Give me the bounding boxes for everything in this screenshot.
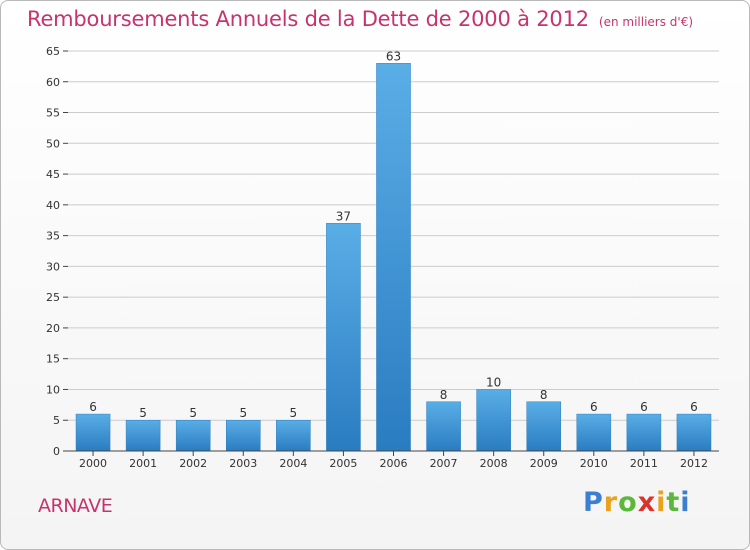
value-label-2004: 5 bbox=[290, 406, 298, 420]
x-tick-label-2012: 2012 bbox=[680, 457, 708, 470]
bar-2003[interactable] bbox=[225, 419, 261, 452]
y-tick-label: 35 bbox=[46, 230, 60, 243]
x-tick-label-2001: 2001 bbox=[129, 457, 157, 470]
x-tick-label-2011: 2011 bbox=[630, 457, 658, 470]
logo-letter: r bbox=[603, 487, 619, 518]
bar-2011[interactable] bbox=[626, 413, 662, 452]
y-tick-label: 25 bbox=[46, 291, 60, 304]
value-label-2012: 6 bbox=[690, 400, 698, 414]
logo-letter: o bbox=[618, 487, 638, 518]
value-label-2002: 5 bbox=[189, 406, 197, 420]
y-tick-label: 60 bbox=[46, 76, 60, 89]
y-tick-label: 30 bbox=[46, 260, 60, 273]
y-tick-label: 5 bbox=[53, 414, 60, 427]
bar-2009[interactable] bbox=[526, 401, 562, 452]
x-tick-label-2002: 2002 bbox=[179, 457, 207, 470]
y-tick-label: 50 bbox=[46, 137, 60, 150]
logo-letter: i bbox=[680, 487, 691, 518]
bar-2005[interactable] bbox=[326, 223, 361, 452]
proxiti-logo[interactable]: Proxiti bbox=[583, 487, 691, 518]
value-label-2006: 63 bbox=[386, 49, 401, 63]
x-tick-label-2003: 2003 bbox=[229, 457, 257, 470]
x-tick-label-2010: 2010 bbox=[580, 457, 608, 470]
y-tick-label: 55 bbox=[46, 107, 60, 120]
x-tick-label-2004: 2004 bbox=[279, 457, 307, 470]
bar-2001[interactable] bbox=[125, 419, 161, 452]
commune-name: ARNAVE bbox=[38, 495, 113, 517]
value-label-2003: 5 bbox=[239, 406, 247, 420]
x-tick-label-2005: 2005 bbox=[329, 457, 357, 470]
bar-2002[interactable] bbox=[175, 419, 211, 452]
y-tick-label: 0 bbox=[53, 445, 60, 458]
bars: 6 5 5 5 5 37 63 8 10 8 6 6 6 bbox=[75, 49, 712, 452]
bar-2004[interactable] bbox=[276, 419, 311, 452]
y-tick-label: 20 bbox=[46, 322, 60, 335]
bar-2010[interactable] bbox=[576, 413, 612, 452]
x-tick-label-2000: 2000 bbox=[79, 457, 107, 470]
chart-title-text: Remboursements Annuels de la Dette de 20… bbox=[27, 7, 589, 31]
value-label-2000: 6 bbox=[89, 400, 97, 414]
y-tick-label: 45 bbox=[46, 168, 60, 181]
bar-2006[interactable] bbox=[376, 63, 411, 452]
y-tick-label: 10 bbox=[46, 383, 60, 396]
x-tick-label-2006: 2006 bbox=[380, 457, 408, 470]
bar-2012[interactable] bbox=[676, 413, 712, 452]
value-label-2011: 6 bbox=[640, 400, 648, 414]
chart-title: Remboursements Annuels de la Dette de 20… bbox=[27, 7, 693, 31]
logo-letter: t bbox=[666, 487, 681, 518]
value-label-2008: 10 bbox=[486, 375, 501, 389]
value-label-2005: 37 bbox=[336, 209, 351, 223]
value-label-2010: 6 bbox=[590, 400, 598, 414]
value-label-2007: 8 bbox=[440, 388, 448, 402]
value-label-2001: 5 bbox=[139, 406, 147, 420]
x-tick-label-2007: 2007 bbox=[430, 457, 458, 470]
logo-letter: P bbox=[583, 487, 604, 518]
x-tick-label-2009: 2009 bbox=[530, 457, 558, 470]
value-label-2009: 8 bbox=[540, 388, 548, 402]
x-tick-label-2008: 2008 bbox=[480, 457, 508, 470]
y-tick-label: 65 bbox=[46, 45, 60, 58]
logo-letter: i bbox=[656, 487, 667, 518]
y-tick-label: 40 bbox=[46, 199, 60, 212]
y-tick-label: 15 bbox=[46, 353, 60, 366]
logo-letter: x bbox=[637, 487, 657, 518]
bar-2000[interactable] bbox=[75, 413, 111, 452]
bar-2008[interactable] bbox=[476, 389, 511, 452]
x-axis: 2000 2001 2002 2003 2004 2005 2006 2007 2008 2009… bbox=[79, 451, 708, 470]
y-axis: 0 5 10 15 20 25 30 35 40 45 50 55 60 65 bbox=[46, 45, 68, 458]
bar-2007[interactable] bbox=[426, 401, 461, 452]
chart-subtitle: (en milliers d'€) bbox=[598, 15, 694, 29]
